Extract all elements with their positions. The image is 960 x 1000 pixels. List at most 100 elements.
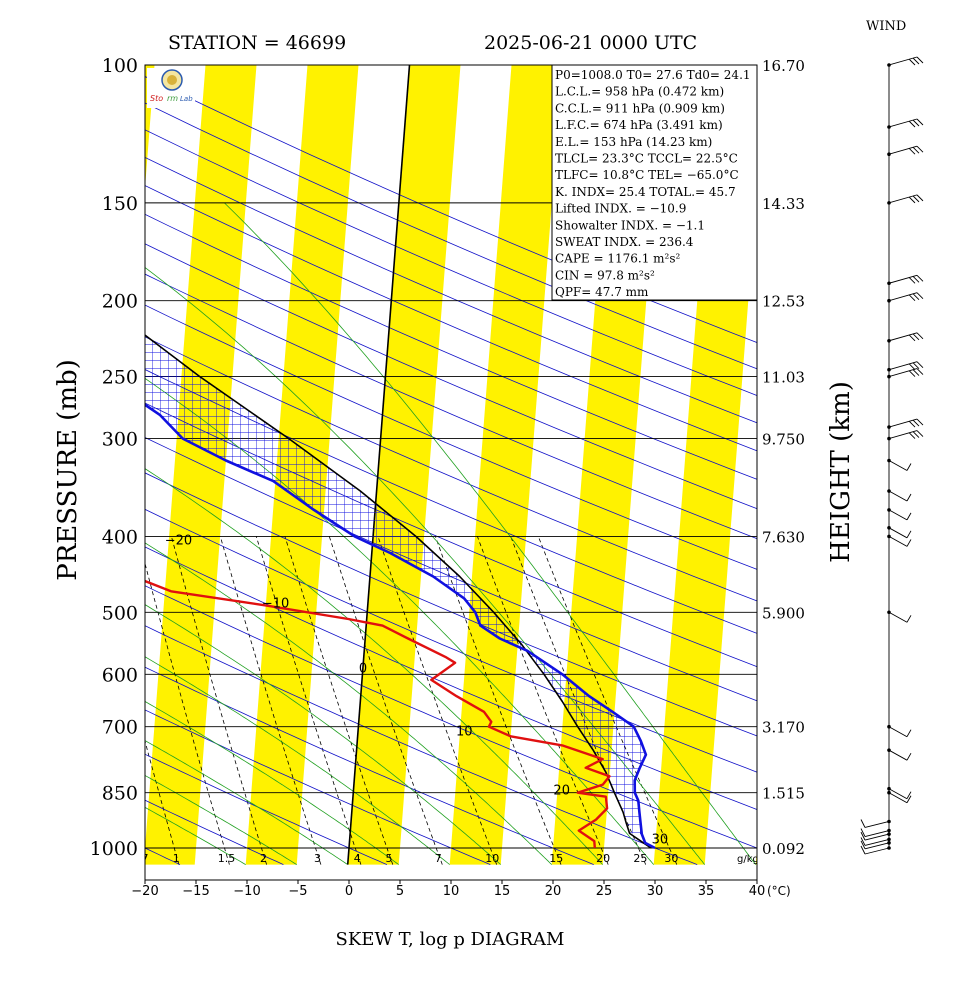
temperature-tick-label: 15 [494,884,511,899]
mixing-ratio-label: 20 [596,852,610,865]
mixing-ratio-label: 30 [664,852,678,865]
moist-adiabat [145,806,246,865]
temperature-tick-labels: −20 −15 −10 −5 0 5 10 15 20 25 30 35 40 [131,880,765,899]
dry-adiabat [145,585,757,849]
mixing-ratio-line [537,536,678,865]
info-line: E.L.= 153 hPa (14.23 km) [555,135,712,149]
temperature-tick-label: 0 [345,884,353,899]
wind-barb [888,536,912,547]
svg-text:rm: rm [167,94,178,103]
temperature-tick-label: 10 [443,884,460,899]
wind-barb [888,460,912,471]
wind-barb [888,56,924,66]
wind-barb [888,611,912,623]
temperature-tick-label: −5 [288,884,307,899]
mixing-ratio-line [284,536,394,865]
height-tick-label: 11.03 [762,369,805,387]
info-line: L.F.C.= 674 hPa (3.491 km) [555,118,723,132]
height-tick-label: 3.170 [762,719,805,737]
temperature-tick-label: 35 [698,884,715,899]
wind-barb [888,418,924,428]
mixing-ratio-line [54,536,137,864]
isotherm-label: 30 [652,832,669,847]
info-line: CAPE = 1176.1 m²s² [555,252,681,266]
dry-adiabat [145,799,284,865]
temperature-tick-label: 20 [545,884,562,899]
temperature-tick-label: 5 [396,884,404,899]
station-header: STATION = 46699 [168,32,346,54]
wind-barb [888,332,924,342]
pressure-tick-label: 200 [102,291,138,313]
pressure-tick-label: 100 [102,55,138,77]
cape-area [145,335,646,835]
dry-adiabat [145,156,757,424]
height-tick-label: 5.900 [762,604,805,622]
isotherm-band [858,48,960,865]
chart-title: SKEW T, log p DIAGRAM [336,929,565,950]
mixing-ratio-labels: 0.7 1 1.5 2 3 4 5 7 10 15 20 25 30 g/kg [145,852,757,865]
isotherm-band [449,65,563,865]
moist-adiabat [145,774,297,865]
dry-adiabat [145,336,757,602]
dry-adiabat [145,753,388,865]
dry-adiabat [145,508,757,773]
wind-barb [888,292,924,302]
dry-adiabat [145,185,757,452]
dry-adiabats [145,76,757,865]
stability-info-panel: P0=1008.0 T0= 27.6 Td0= 24.1 L.C.L.= 958 … [551,64,758,301]
dry-adiabat [145,402,757,668]
height-tick-labels: 0.092 1.515 3.170 5.900 7.630 9.750 11.03 12.53… [762,57,805,858]
temperature-tick-label: 30 [647,884,664,899]
mixing-ratio-line [477,536,609,865]
dry-adiabat [145,213,757,480]
pressure-tick-label: 1000 [90,838,138,860]
wind-barb [888,527,912,539]
dry-adiabat [145,129,757,396]
moist-adiabat [145,740,348,865]
wind-barb [888,145,924,155]
height-tick-label: 14.33 [762,195,805,213]
mixing-ratio-label: 4 [354,852,361,865]
dry-adiabat [145,709,491,865]
x-unit-label: (°C) [767,884,791,898]
sounding-traces [145,334,656,850]
wind-barb [888,490,912,502]
pressure-tick-label: 400 [102,526,138,548]
info-line: K. INDX= 25.4 TOTAL.= 45.7 [555,185,736,199]
dry-adiabat [145,546,757,810]
mixing-ratio-label: 25 [633,852,647,865]
info-line: Lifted INDX. = −10.9 [555,202,686,216]
mixing-ratio-label: 10 [485,852,499,865]
wind-barb-column [860,56,924,855]
dry-adiabat [145,666,594,865]
info-line: C.C.L.= 911 hPa (0.909 km) [555,101,725,115]
isotherm-label: −20 [165,534,192,549]
temperature-tick-label: −20 [131,884,158,899]
pressure-tick-labels: 1000 850 700 600 500 400 300 250 200 150 100 [90,55,138,860]
mixing-ratio-line [219,536,322,865]
mixing-ratio-line [328,536,443,865]
mixing-ratio-line [510,536,647,865]
svg-text:Lab: Lab [180,95,193,103]
isotherm-label: 10 [456,725,473,740]
wind-barb [860,845,890,855]
wind-barb [860,831,890,841]
height-tick-label: 7.630 [762,528,805,546]
isotherm-label: 0 [359,662,367,677]
wind-barb [888,361,924,371]
mixing-ratio-label: 7 [435,852,442,865]
datetime-header: 2025-06-21 0000 UTC [484,32,697,54]
mixing-ratio-line [435,536,562,865]
height-tick-label: 1.515 [762,785,805,803]
mixing-ratio-line [145,739,180,865]
dry-adiabat [145,437,757,702]
info-line: CIN = 97.8 m²s² [555,268,655,282]
parcel-trace [145,334,652,849]
dry-adiabat [145,472,757,737]
svg-text:Sto: Sto [150,94,163,103]
info-line: P0=1008.0 T0= 27.6 Td0= 24.1 [555,68,751,82]
mixing-ratio-line [377,536,498,865]
